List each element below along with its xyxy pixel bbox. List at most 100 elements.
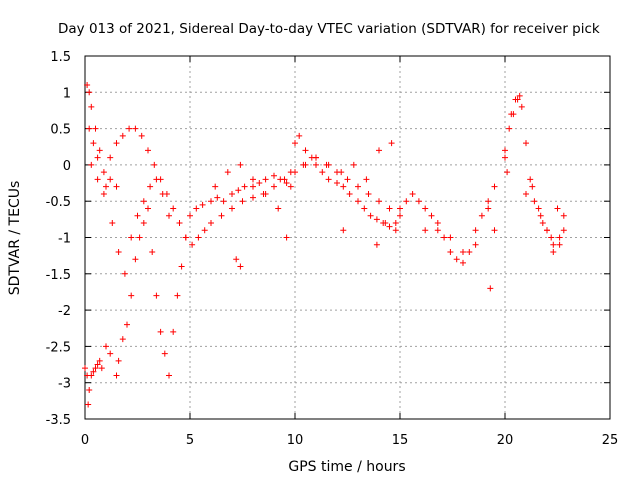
data-point [363, 176, 370, 183]
data-point [560, 227, 567, 234]
data-point [84, 82, 91, 89]
data-point [325, 161, 332, 168]
x-axis-title: GPS time / hours [288, 459, 405, 475]
data-point [529, 183, 536, 190]
x-tick-label: 0 [81, 433, 89, 448]
data-points [82, 82, 567, 408]
data-point [447, 249, 454, 256]
data-point [319, 169, 326, 176]
y-tick-label: -0.5 [46, 195, 71, 210]
data-point [182, 234, 189, 241]
data-point [262, 176, 269, 183]
data-point [527, 176, 534, 183]
data-point [82, 365, 88, 372]
grid-layer [85, 56, 610, 419]
data-point [170, 205, 177, 212]
data-point [472, 241, 479, 248]
data-point [103, 343, 109, 350]
x-tick-label: 10 [287, 433, 304, 448]
data-point [170, 328, 177, 335]
data-point [512, 96, 519, 103]
data-point [535, 205, 542, 212]
data-point [262, 190, 269, 197]
data-point [199, 201, 206, 208]
data-point [176, 219, 183, 226]
data-point [388, 140, 395, 147]
data-point [523, 190, 529, 197]
data-point [157, 328, 164, 335]
x-tick-label: 15 [392, 433, 409, 448]
data-point [502, 154, 508, 161]
data-point [113, 372, 120, 379]
data-point [453, 256, 460, 263]
data-point [138, 132, 145, 139]
data-point [409, 190, 416, 197]
data-point [119, 336, 126, 343]
data-point [518, 103, 525, 110]
data-point [113, 140, 120, 147]
data-point [107, 154, 114, 161]
data-point [485, 198, 492, 205]
data-point [397, 212, 403, 219]
data-point [472, 227, 479, 234]
data-point [229, 205, 235, 212]
data-point [460, 259, 466, 266]
data-point [153, 292, 160, 299]
y-tick-label: -3 [58, 377, 71, 392]
data-point [376, 198, 382, 205]
data-point [403, 198, 410, 205]
x-tick-label: 5 [186, 433, 194, 448]
data-point [201, 227, 208, 234]
data-point [109, 219, 116, 226]
data-point [271, 183, 277, 190]
y-tick-label: -1.5 [46, 268, 71, 283]
data-point [344, 176, 351, 183]
data-point [107, 350, 114, 357]
data-point [539, 219, 546, 226]
data-point [220, 198, 227, 205]
data-point [136, 234, 143, 241]
x-tick-label: 20 [497, 433, 514, 448]
data-point [300, 161, 307, 168]
data-point [241, 183, 248, 190]
x-tick-label: 25 [602, 433, 619, 448]
data-point [92, 125, 99, 132]
y-tick-label: 1 [63, 86, 71, 101]
data-point [325, 176, 332, 183]
data-point [560, 212, 567, 219]
data-point [296, 132, 303, 139]
y-tick-label: -3.5 [46, 413, 71, 428]
data-point [340, 227, 347, 234]
data-point [115, 357, 122, 364]
data-point [283, 180, 290, 187]
data-point [145, 147, 151, 154]
data-point [128, 234, 135, 241]
data-point [239, 198, 246, 205]
data-point [92, 365, 99, 372]
data-point [86, 386, 93, 393]
data-point [94, 154, 101, 161]
data-point [516, 92, 523, 99]
data-point [100, 190, 107, 197]
data-point [292, 140, 298, 147]
data-point [250, 194, 256, 201]
data-point [491, 183, 498, 190]
data-point [302, 147, 309, 154]
data-point [151, 161, 158, 168]
data-point [491, 227, 498, 234]
data-point [147, 183, 154, 190]
data-point [376, 147, 382, 154]
data-point [94, 361, 101, 368]
data-point [121, 270, 128, 277]
data-point [544, 227, 550, 234]
data-point [447, 234, 454, 241]
data-point [386, 205, 393, 212]
data-point [85, 401, 92, 408]
data-point [218, 212, 225, 219]
data-point [174, 292, 181, 299]
data-point [86, 125, 93, 132]
data-point [237, 161, 244, 168]
data-point [119, 132, 126, 139]
data-point [313, 154, 319, 161]
